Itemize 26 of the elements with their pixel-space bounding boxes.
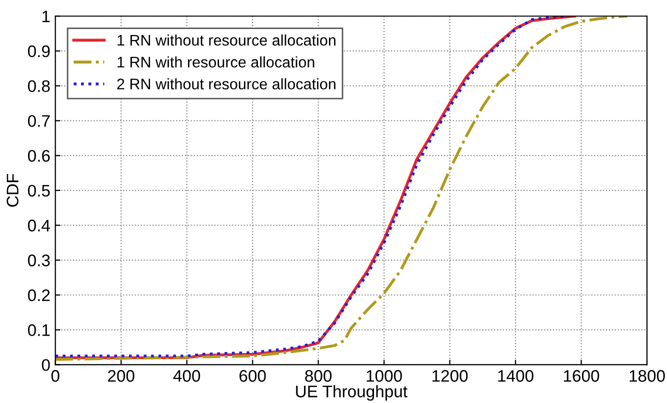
x-tick-label: 1000 <box>366 370 402 382</box>
y-tick-label: 0.1 <box>28 324 50 336</box>
y-tick-label: 0.5 <box>28 184 50 197</box>
legend-label: 1 RN with resource allocation <box>118 56 314 68</box>
x-tick-label: 600 <box>240 370 266 382</box>
x-tick-label: 1400 <box>498 370 534 382</box>
y-tick-label: 0.8 <box>28 80 50 92</box>
y-tick-label: 0.9 <box>28 45 50 58</box>
y-tick-label: 1 <box>42 10 50 22</box>
x-tick-label: 200 <box>108 370 134 382</box>
y-tick-label: 0.2 <box>28 289 50 302</box>
x-tick-label: 1800 <box>630 370 665 382</box>
x-tick-label: 0 <box>51 370 60 382</box>
y-tick-label: 0.4 <box>28 220 50 232</box>
y-tick-label: 0.3 <box>28 254 50 266</box>
y-axis-title: CDF <box>6 174 18 207</box>
x-tick-label: 800 <box>305 370 332 382</box>
legend-label: 1 RN without resource allocation <box>118 34 336 46</box>
x-tick-label: 1600 <box>564 370 600 382</box>
x-tick-label: 400 <box>173 370 200 382</box>
legend-label: 2 RN without resource allocation <box>117 78 336 90</box>
y-tick-label: 0 <box>42 359 50 371</box>
y-tick-label: 0.7 <box>28 115 50 127</box>
y-tick-label: 0.6 <box>28 150 50 162</box>
x-axis-title: UE Throughput <box>296 385 408 401</box>
x-tick-label: 1200 <box>432 370 468 382</box>
